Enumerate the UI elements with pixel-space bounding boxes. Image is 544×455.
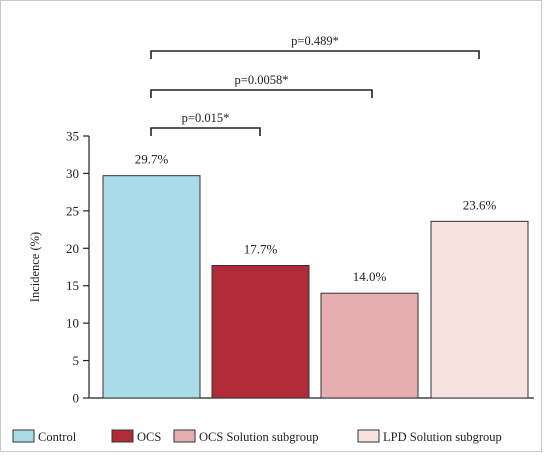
legend-label: OCS — [137, 430, 161, 444]
y-tick-label: 5 — [73, 353, 80, 368]
legend-swatch — [357, 429, 380, 443]
legend-swatch — [111, 429, 134, 443]
y-axis-title: Incidence (%) — [28, 232, 42, 302]
bar-series: 29.7% 17.7% 14.0% 23.6% — [102, 152, 529, 399]
bar — [211, 265, 310, 399]
significance-bracket — [150, 89, 373, 98]
bar-value-label: 23.6% — [463, 197, 497, 212]
p-value-label: p=0.489* — [291, 34, 339, 48]
legend-label: LPD Solution subgroup — [383, 430, 502, 444]
significance-brackets: p=0.015* p=0.0058* p=0.489* — [150, 34, 480, 136]
bar-value-label: 29.7% — [135, 152, 169, 167]
y-tick-label: 35 — [66, 129, 79, 144]
y-tick-label: 25 — [66, 203, 79, 218]
bar-value-label: 17.7% — [244, 242, 278, 257]
y-axis-ticks: 0 5 10 15 20 25 30 35 — [66, 129, 89, 406]
y-tick-label: 20 — [66, 241, 79, 256]
y-tick-label: 15 — [66, 278, 79, 293]
bar — [430, 220, 529, 399]
y-tick-label: 0 — [73, 391, 80, 406]
legend: Control OCS OCS Solution subgroup LPD Solut… — [12, 429, 502, 444]
bar — [102, 175, 201, 399]
y-tick-label: 10 — [66, 316, 79, 331]
legend-swatch — [12, 429, 35, 443]
significance-bracket — [150, 127, 261, 136]
p-value-label: p=0.0058* — [235, 73, 289, 87]
legend-label: OCS Solution subgroup — [199, 430, 318, 444]
y-tick-label: 30 — [66, 166, 79, 181]
legend-swatch — [173, 429, 196, 443]
bar-value-label: 14.0% — [353, 269, 387, 284]
legend-label: Control — [38, 430, 77, 444]
significance-bracket — [150, 50, 480, 59]
bar — [320, 292, 419, 399]
p-value-label: p=0.015* — [182, 111, 230, 125]
